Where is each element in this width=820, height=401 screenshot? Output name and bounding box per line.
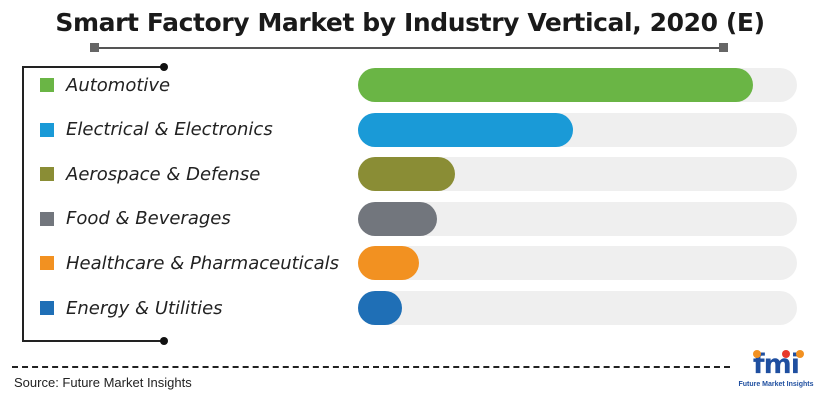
legend-bracket-vertical bbox=[22, 66, 24, 342]
legend-swatch bbox=[40, 211, 54, 226]
bar-track bbox=[358, 246, 797, 281]
logo-dot-3 bbox=[796, 350, 804, 358]
category-label: Aerospace & Defense bbox=[66, 163, 261, 185]
legend-item: Healthcare & Pharmaceuticals bbox=[40, 252, 339, 274]
category-label: Automotive bbox=[66, 74, 171, 96]
category-label: Food & Beverages bbox=[66, 208, 231, 230]
bar-3 bbox=[358, 157, 455, 192]
logo-dot-2 bbox=[782, 350, 790, 358]
bar-6 bbox=[358, 291, 402, 325]
legend-bracket-bottom bbox=[22, 340, 163, 342]
legend-swatch bbox=[40, 301, 54, 315]
legend-bracket-bottom-dot bbox=[160, 337, 168, 345]
legend-item: Food & Beverages bbox=[40, 208, 231, 230]
legend-item: Automotive bbox=[40, 74, 171, 96]
legend-swatch bbox=[40, 78, 54, 92]
bar-track bbox=[358, 291, 797, 325]
legend-bracket-top-dot bbox=[160, 63, 168, 71]
source-note: Source: Future Market Insights bbox=[14, 375, 192, 390]
bar-5 bbox=[358, 246, 419, 281]
bar-1 bbox=[358, 68, 753, 102]
category-label: Healthcare & Pharmaceuticals bbox=[66, 252, 339, 274]
fmi-logo: fmi Future Market Insights bbox=[738, 350, 814, 394]
logo-tagline: Future Market Insights bbox=[738, 381, 814, 388]
legend-swatch bbox=[40, 122, 54, 137]
legend-item: Energy & Utilities bbox=[40, 297, 223, 319]
legend-swatch bbox=[40, 256, 54, 271]
legend-item: Electrical & Electronics bbox=[40, 119, 273, 141]
category-label: Energy & Utilities bbox=[66, 297, 223, 319]
title-underline-left-cap bbox=[90, 43, 99, 52]
legend-bracket-top bbox=[22, 66, 163, 68]
logo-dot-1 bbox=[753, 350, 761, 358]
bar-4 bbox=[358, 201, 437, 236]
legend-swatch bbox=[40, 167, 54, 182]
chart-title: Smart Factory Market by Industry Vertica… bbox=[55, 8, 765, 37]
bar-2 bbox=[358, 112, 573, 147]
title-underline-right-cap bbox=[719, 43, 728, 52]
legend-item: Aerospace & Defense bbox=[40, 163, 261, 185]
footer-divider bbox=[12, 366, 730, 368]
title-underline bbox=[94, 47, 724, 49]
category-label: Electrical & Electronics bbox=[66, 119, 273, 141]
